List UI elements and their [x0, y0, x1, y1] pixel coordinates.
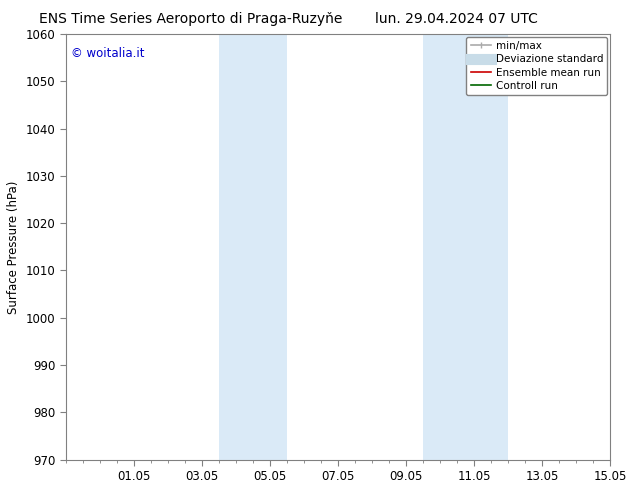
Y-axis label: Surface Pressure (hPa): Surface Pressure (hPa)	[7, 180, 20, 314]
Text: lun. 29.04.2024 07 UTC: lun. 29.04.2024 07 UTC	[375, 12, 538, 26]
Bar	[219, 34, 287, 460]
Legend: min/max, Deviazione standard, Ensemble mean run, Controll run: min/max, Deviazione standard, Ensemble m…	[467, 37, 607, 95]
Bar	[423, 34, 508, 460]
Text: © woitalia.it: © woitalia.it	[71, 47, 145, 60]
Text: ENS Time Series Aeroporto di Praga-Ruzyňe: ENS Time Series Aeroporto di Praga-Ruzyň…	[39, 12, 342, 26]
